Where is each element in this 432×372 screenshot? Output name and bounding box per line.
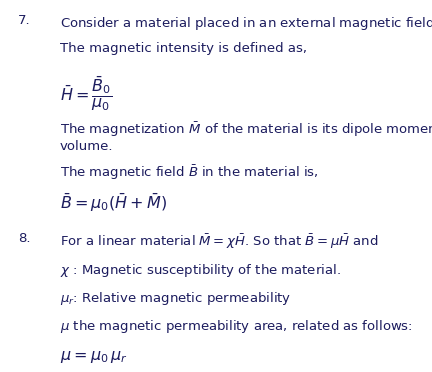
- Text: The magnetization $\bar{M}$ of the material is its dipole moment per unit: The magnetization $\bar{M}$ of the mater…: [60, 120, 432, 139]
- Text: volume.: volume.: [60, 140, 114, 153]
- Text: The magnetic intensity is defined as,: The magnetic intensity is defined as,: [60, 42, 307, 55]
- Text: $\bar{H} = \dfrac{\bar{B}_0}{\mu_0}$: $\bar{H} = \dfrac{\bar{B}_0}{\mu_0}$: [60, 74, 112, 113]
- Text: $\bar{B} = \mu_0\left(\bar{H}+\bar{M}\right)$: $\bar{B} = \mu_0\left(\bar{H}+\bar{M}\ri…: [60, 192, 167, 214]
- Text: The magnetic field $\bar{B}$ in the material is,: The magnetic field $\bar{B}$ in the mate…: [60, 163, 318, 182]
- Text: $\mu_r$: Relative magnetic permeability: $\mu_r$: Relative magnetic permeability: [60, 290, 291, 307]
- Text: 7.: 7.: [18, 14, 31, 27]
- Text: Consider a material placed in an external magnetic field $\bar{B}_0$ .: Consider a material placed in an externa…: [60, 14, 432, 33]
- Text: $\mu = \mu_0\, \mu_r$: $\mu = \mu_0\, \mu_r$: [60, 349, 128, 365]
- Text: $\chi$ : Magnetic susceptibility of the material.: $\chi$ : Magnetic susceptibility of the …: [60, 262, 341, 279]
- Text: 8.: 8.: [18, 232, 31, 245]
- Text: For a linear material $\bar{M}=\chi\bar{H}$. So that $\bar{B} = \mu\bar{H}$ and: For a linear material $\bar{M}=\chi\bar{…: [60, 232, 378, 251]
- Text: $\mu$ the magnetic permeability area, related as follows:: $\mu$ the magnetic permeability area, re…: [60, 318, 413, 335]
